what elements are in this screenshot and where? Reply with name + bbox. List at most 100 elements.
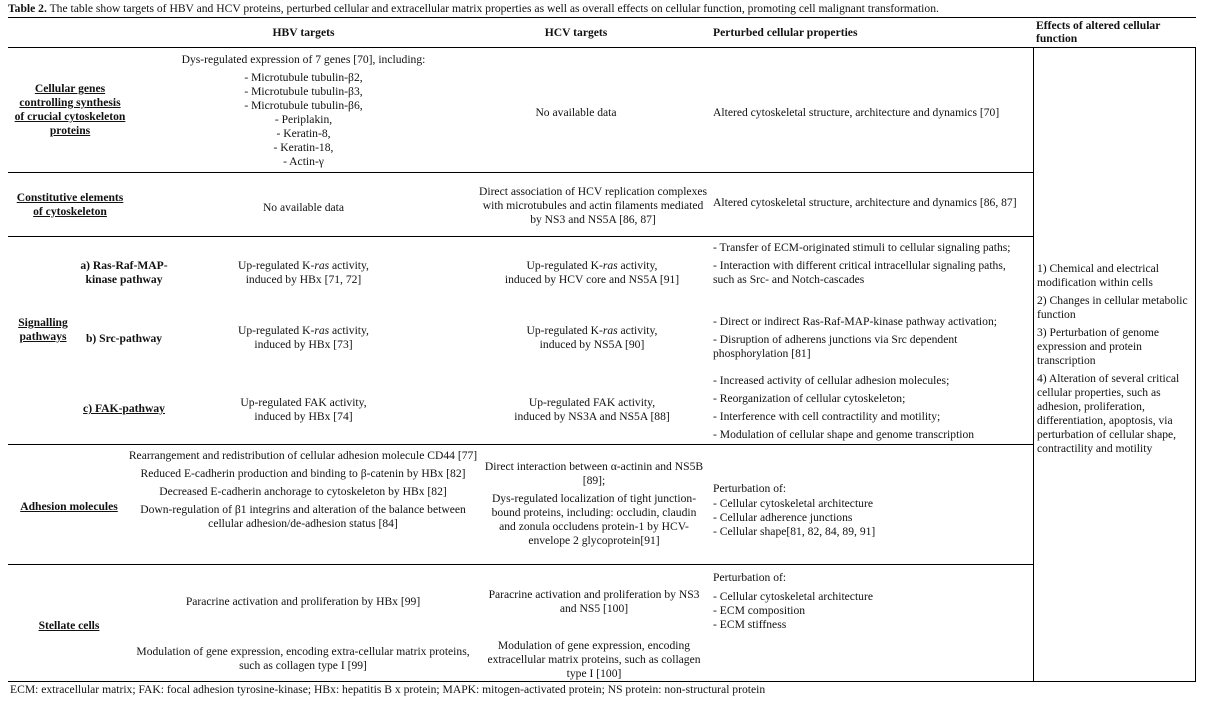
effects-left-border	[1033, 47, 1034, 681]
row-label-adhesion: Adhesion molecules	[20, 500, 118, 513]
text: activity,	[329, 259, 369, 272]
sub-label-ras: a) Ras-Raf-MAP-kinase pathway	[80, 259, 168, 286]
perturbed-ras: - Transfer of ECM-originated stimuli to …	[713, 241, 1023, 291]
text-italic: ras	[602, 324, 618, 337]
text: activity,	[617, 324, 658, 337]
hcv-src: Up-regulated K-ras activity, induced by …	[447, 320, 737, 356]
list-item: Down-regulation of β1 integrins and alte…	[140, 503, 466, 530]
footnote: ECM: extracellular matrix; FAK: focal ad…	[10, 683, 766, 696]
text: Up-regulated K-	[238, 259, 315, 272]
header-hcv: HCV targets	[544, 25, 608, 39]
hcv-stellate-2: Modulation of gene expression, encoding …	[487, 639, 701, 680]
rule-row3	[8, 444, 1034, 445]
gene-item: - Microtubule tubulin-β2,	[244, 71, 363, 84]
text: induced by HBx [73]	[254, 338, 353, 351]
row-label-signalling: Signalling pathways	[18, 316, 68, 343]
rule-top	[8, 17, 1196, 18]
hbv-cyto-genes: Dys-regulated expression of 7 genes [70]…	[160, 50, 447, 172]
header-hbv: HBV targets	[272, 25, 335, 39]
rule-row4	[8, 564, 1034, 565]
row-label-constitutive: Constitutive elements of cytoskeleton	[16, 190, 124, 218]
list-item: Direct interaction between α-actinin and…	[484, 460, 704, 487]
hcv-cyto-genes: No available data	[535, 106, 617, 119]
list-item: - Cellular shape[81, 82, 84, 89, 91]	[713, 525, 876, 538]
perturbed-src: - Direct or indirect Ras-Raf-MAP-kinase …	[713, 315, 1033, 365]
gene-item: - Actin-γ	[283, 155, 324, 168]
text: activity,	[617, 259, 658, 272]
gene-item: - Microtubule tubulin-β3,	[244, 85, 363, 98]
list-intro: Perturbation of:	[713, 571, 787, 584]
header-effects: Effects of altered cellular function	[1036, 19, 1161, 45]
effect-item: 2) Changes in cellular metabolic functio…	[1037, 294, 1188, 321]
effect-item: 3) Perturbation of genome expression and…	[1037, 326, 1160, 367]
rule-row2	[8, 236, 1034, 237]
list-item: Reduced E-cadherin production and bindin…	[140, 467, 466, 480]
hcv-stellate-1: Paracrine activation and proliferation b…	[488, 588, 700, 615]
list-item: Decreased E-cadherin anchorage to cytosk…	[159, 485, 447, 498]
row-label-stellate: Stellate cells	[38, 619, 100, 632]
hbv-constitutive: No available data	[262, 201, 345, 214]
hcv-constitutive: Direct association of HCV replication co…	[478, 185, 708, 226]
text: Up-regulated FAK activity,	[240, 396, 367, 409]
list-item: - Transfer of ECM-originated stimuli to …	[713, 241, 1011, 254]
list-item: - Interaction with different critical in…	[713, 259, 1006, 286]
row-label-cyto-genes: Cellular genes controlling synthesis of …	[14, 82, 126, 137]
text: induced by NS3A and NS5A [88]	[514, 410, 670, 423]
rule-bottom	[8, 681, 1196, 682]
perturbed-stellate: Perturbation of: - Cellular cytoskeletal…	[713, 571, 1023, 632]
hbv-ras: Up-regulated K-ras activity, induced by …	[160, 255, 447, 291]
effects-list: 1) Chemical and electrical modification …	[1037, 262, 1193, 460]
effect-item: 4) Alteration of several critical cellul…	[1037, 372, 1180, 455]
text: Up-regulated K-	[526, 259, 603, 272]
gene-item: - Periplakin,	[274, 113, 333, 126]
list-item: Rearrangement and redistribution of cell…	[128, 449, 478, 462]
table-caption: Table 2. The table show targets of HBV a…	[8, 2, 1203, 16]
list-item: - Increased activity of cellular adhesio…	[713, 374, 950, 387]
list-item: - Modulation of cellular shape and genom…	[713, 428, 975, 441]
text: induced by HBx [74]	[254, 410, 353, 423]
caption-text: The table show targets of HBV and HCV pr…	[46, 2, 939, 15]
text: induced by NS5A [90]	[539, 338, 645, 351]
list-item: - ECM stiffness	[713, 618, 787, 631]
text: Up-regulated K-	[238, 324, 315, 337]
effects-right-border	[1195, 47, 1196, 681]
hbv-cyto-genes-intro: Dys-regulated expression of 7 genes [70]…	[181, 53, 426, 66]
header-perturbed: Perturbed cellular properties	[713, 25, 858, 39]
hbv-stellate-2: Modulation of gene expression, encoding …	[136, 645, 470, 672]
list-item: - Direct or indirect Ras-Raf-MAP-kinase …	[713, 315, 997, 328]
gene-item: - Microtubule tubulin-β6,	[244, 99, 363, 112]
table-label: Table 2.	[8, 2, 47, 15]
gene-item: - Keratin-8,	[276, 127, 331, 140]
hbv-adhesion: Rearrangement and redistribution of cell…	[128, 449, 478, 565]
text: induced by HCV core and NS5A [91]	[504, 273, 680, 286]
list-item: Dys-regulated localization of tight junc…	[491, 492, 697, 547]
list-item: - Cellular cytoskeletal architecture	[713, 590, 873, 603]
sub-label-fak: c) FAK-pathway	[83, 402, 165, 415]
list-item: - ECM composition	[713, 604, 806, 617]
hcv-fak: Up-regulated FAK activity, induced by NS…	[447, 392, 737, 428]
perturbed-cyto-genes: Altered cytoskeletal structure, architec…	[713, 106, 1000, 119]
hcv-ras: Up-regulated K-ras activity, induced by …	[447, 255, 737, 291]
rule-header	[8, 47, 1196, 48]
hbv-fak: Up-regulated FAK activity, induced by HB…	[160, 392, 447, 428]
list-item: - Reorganization of cellular cytoskeleto…	[713, 392, 906, 405]
text-italic: ras	[314, 324, 330, 337]
hbv-src: Up-regulated K-ras activity, induced by …	[160, 320, 447, 356]
hbv-stellate-1: Paracrine activation and proliferation b…	[185, 595, 421, 608]
hcv-adhesion: Direct interaction between α-actinin and…	[482, 460, 706, 552]
list-item: - Cellular adherence junctions	[713, 511, 853, 524]
gene-item: - Keratin-18,	[273, 141, 334, 154]
list-intro: Perturbation of:	[713, 482, 787, 495]
list-item: - Disruption of adherens junctions via S…	[713, 333, 958, 360]
perturbed-adhesion: Perturbation of: - Cellular cytoskeletal…	[713, 482, 1023, 539]
text: activity,	[329, 324, 369, 337]
sub-label-src: b) Src-pathway	[85, 332, 163, 345]
list-item: - Interference with cell contractility a…	[713, 410, 941, 423]
text-italic: ras	[602, 259, 618, 272]
effect-item: 1) Chemical and electrical modification …	[1037, 262, 1159, 289]
perturbed-fak: - Increased activity of cellular adhesio…	[713, 374, 1033, 446]
perturbed-constitutive: Altered cytoskeletal structure, architec…	[713, 196, 1017, 209]
text: Up-regulated K-	[526, 324, 603, 337]
text-italic: ras	[314, 259, 330, 272]
list-item: - Cellular cytoskeletal architecture	[713, 497, 873, 510]
